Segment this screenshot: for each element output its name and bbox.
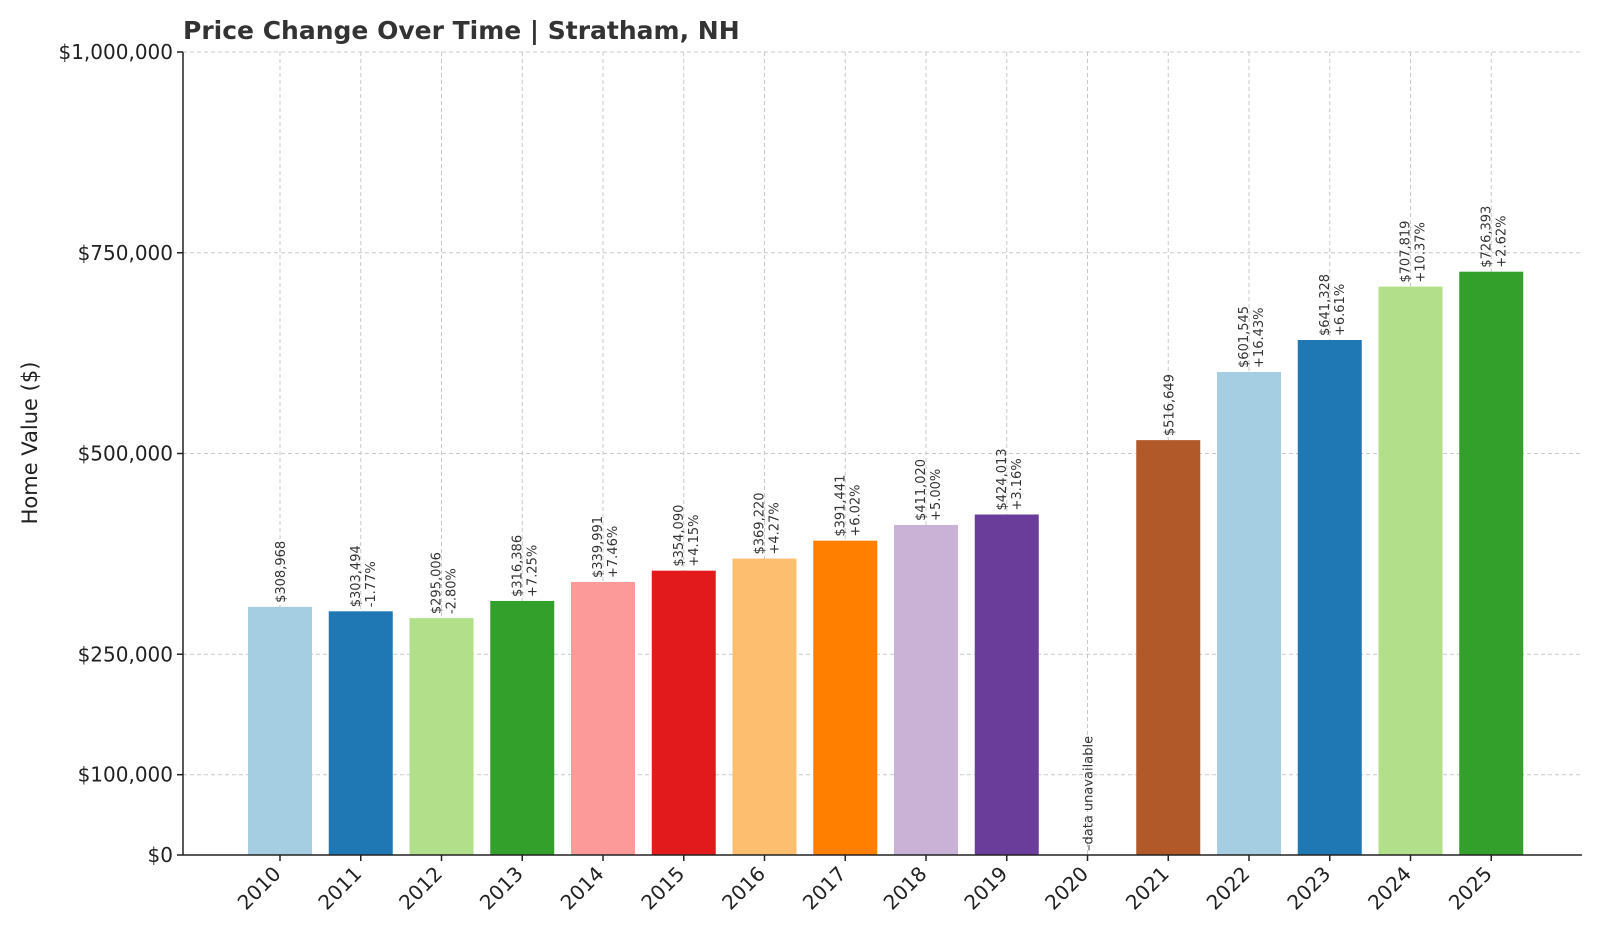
bar-change-label: +3.16%	[1010, 458, 1025, 510]
bar-value-label: $369,220	[753, 492, 768, 554]
bar-2018	[894, 524, 958, 855]
bar-value-label: $339,991	[591, 516, 606, 578]
bar-change-label: +10.37%	[1414, 222, 1429, 282]
bar-value-label: $424,013	[995, 448, 1010, 510]
bars	[248, 271, 1524, 855]
y-tick-label: $1,000,000	[58, 40, 173, 64]
bar-value-label: $295,006	[430, 552, 445, 614]
x-tick-label: 2011	[313, 862, 366, 915]
bar-change-label: -2.80%	[445, 568, 460, 614]
chart-title: Price Change Over Time | Stratham, NH	[183, 16, 740, 45]
bar-2013	[490, 600, 555, 855]
bar-value-label: $411,020	[914, 459, 929, 521]
bar-2011	[328, 611, 393, 855]
x-tick-label: 2020	[1040, 862, 1093, 915]
bar-change-label: +2.62%	[1494, 216, 1509, 268]
bar-2012	[409, 618, 474, 855]
bar-2017	[813, 540, 878, 855]
x-tick-label: 2024	[1363, 862, 1416, 915]
bar-2022	[1217, 371, 1281, 855]
y-tick-label: $750,000	[78, 241, 173, 265]
bar-2024	[1378, 286, 1443, 855]
y-tick-label: $100,000	[78, 763, 173, 787]
x-tick-label: 2023	[1282, 862, 1335, 915]
x-tick-label: 2022	[1202, 862, 1255, 915]
bar-change-label: +16.43%	[1252, 307, 1267, 367]
x-tick-label: 2018	[879, 862, 932, 915]
bar-2015	[651, 570, 716, 855]
x-tick-label: 2012	[394, 862, 447, 915]
bar-value-label: $354,090	[672, 505, 687, 567]
bar-value-label: $316,386	[510, 535, 525, 597]
x-tick-label: 2015	[636, 862, 689, 915]
bar-value-label: $601,545	[1237, 306, 1252, 368]
bar-change-label: +5.00%	[929, 469, 944, 521]
x-tick-label: 2016	[717, 862, 770, 915]
y-tick-label: $0	[148, 843, 173, 867]
data-labels: $308,968 $303,494 -1.77% $295,006 -2.80% $316…	[274, 206, 1509, 851]
bar-value-label: $726,393	[1479, 206, 1494, 268]
bar-2019	[974, 514, 1039, 855]
x-tick-label: 2014	[556, 862, 609, 915]
y-tick-label: $500,000	[78, 442, 173, 466]
bar-value-label: $308,968	[274, 541, 289, 603]
bar-value-label: $516,649	[1162, 374, 1177, 436]
bar-value-label: $707,819	[1399, 221, 1414, 283]
bar-2010	[248, 606, 312, 855]
x-tick-label: 2021	[1121, 862, 1174, 915]
bar-value-label: $303,494	[349, 545, 364, 607]
bar-change-label: -1.77%	[364, 561, 379, 607]
missing-data-label: –data unavailable	[1082, 736, 1097, 851]
grid-lines	[183, 51, 1582, 855]
bar-change-label: +6.02%	[848, 484, 863, 536]
x-tick-label: 2013	[475, 862, 528, 915]
x-tick-label: 2025	[1444, 862, 1497, 915]
bar-change-label: +7.46%	[606, 526, 621, 578]
bar-2023	[1297, 340, 1362, 855]
bar-2014	[571, 581, 635, 855]
x-tick-label: 2017	[798, 862, 851, 915]
bar-2025	[1459, 271, 1524, 855]
x-tick-label: 2019	[959, 862, 1012, 915]
bar-2021	[1136, 440, 1201, 855]
bar-change-label: +6.61%	[1333, 284, 1348, 336]
y-tick-label: $250,000	[78, 642, 173, 666]
bar-value-label: $391,441	[833, 475, 848, 537]
bar-value-label: $641,328	[1318, 274, 1333, 336]
bar-change-label: +4.27%	[768, 502, 783, 554]
x-tick-label: 2010	[233, 862, 286, 915]
bar-change-label: +7.25%	[525, 545, 540, 597]
y-axis-label: Home Value ($)	[18, 362, 42, 525]
bar-change-label: +4.15%	[687, 514, 702, 566]
bar-2016	[732, 558, 797, 855]
